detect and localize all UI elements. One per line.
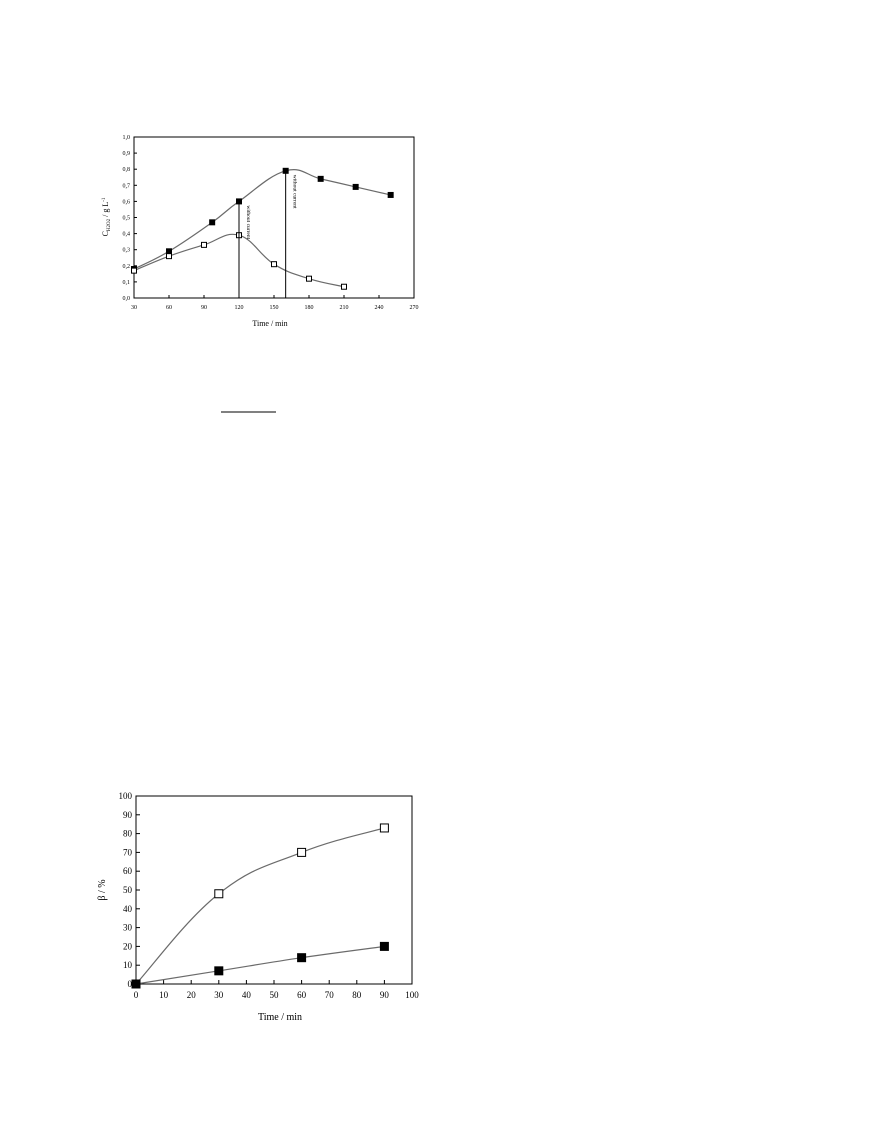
data-point-open-square	[166, 253, 172, 260]
x-tick-label: 30	[131, 305, 137, 311]
chart-concentration: 0,0 0,1 0,2 0,3 0,4 0,5 0,6 0,7 0,8 0,9 1,0 30 60 90…	[101, 135, 419, 328]
chart1-y-axis: 0,0 0,1 0,2 0,3 0,4 0,5 0,6 0,7 0,8 0,9 1,0	[123, 135, 137, 302]
y-tick-label: 0,6	[123, 199, 131, 205]
x-tick-label: 50	[270, 990, 280, 1000]
y-tick-label: 80	[123, 829, 133, 839]
x-tick-label: 210	[340, 305, 349, 311]
x-tick-label: 120	[235, 305, 244, 311]
data-point-open-square	[214, 889, 224, 899]
series-line-open-square	[135, 827, 385, 985]
y-tick-label: 20	[123, 941, 133, 951]
y-tick-label: 0,5	[123, 216, 131, 222]
data-point-open-square	[131, 267, 137, 274]
data-point-open-square	[341, 283, 347, 290]
y-tick-label: 0,2	[123, 264, 131, 270]
x-tick-label: 90	[201, 305, 207, 311]
y-tick-label: 0,8	[123, 167, 131, 173]
data-point-open-square	[271, 261, 277, 268]
chart2-x-axis-label: Time / min	[258, 1012, 302, 1023]
y-tick-label: 70	[123, 847, 133, 857]
data-point-filled-square	[317, 175, 324, 182]
series-line-filled-square	[133, 169, 391, 270]
x-tick-label: 40	[242, 990, 252, 1000]
x-tick-label: 30	[214, 990, 224, 1000]
chart2-x-axis: 0 10 20 30 40 50 60 70 80 90 100	[134, 980, 419, 1000]
y-tick-label: 1,0	[123, 135, 131, 141]
x-tick-label: 150	[270, 305, 279, 311]
y-tick-label: 0,4	[123, 232, 131, 238]
x-tick-label: 60	[297, 990, 307, 1000]
x-tick-label: 20	[187, 990, 197, 1000]
x-tick-label: 10	[159, 990, 169, 1000]
x-tick-label: 180	[305, 305, 314, 311]
data-point-filled-square	[214, 966, 224, 976]
chart2-y-axis: 0 10 20 30 40 50 60 70 80 90 100	[119, 791, 140, 989]
y-tick-label: 30	[123, 923, 133, 933]
data-point-filled-square	[352, 183, 359, 190]
x-tick-label: 100	[405, 990, 419, 1000]
y-tick-label: 0,3	[123, 248, 131, 254]
chart1-annotations: without current without current	[238, 170, 298, 298]
y-tick-label: 0,1	[123, 280, 131, 286]
annotation-label: without current	[292, 175, 298, 209]
data-point-filled-square	[131, 979, 141, 989]
chart2-plot-frame	[135, 795, 413, 985]
y-tick-label: 0,7	[123, 183, 131, 189]
chart1-plot-frame	[133, 136, 415, 299]
data-point-open-square	[201, 241, 207, 248]
x-tick-label: 90	[380, 990, 390, 1000]
y-tick-label: 10	[123, 960, 133, 970]
chart1-y-axis-label: CH2O2 / g L-1	[101, 197, 112, 236]
data-point-filled-square	[379, 941, 389, 951]
chart1-x-axis-label: Time / min	[252, 319, 287, 328]
chart1-x-axis: 30 60 90 120 150 180 210 240 270	[131, 295, 419, 311]
y-tick-label: 90	[123, 810, 133, 820]
data-point-filled-square	[166, 248, 172, 255]
chart1-series-group	[131, 167, 394, 290]
y-tick-label: 40	[123, 904, 133, 914]
y-tick-label: 0,0	[123, 296, 131, 302]
data-point-filled-square	[387, 191, 394, 198]
x-tick-label: 60	[166, 305, 172, 311]
y-tick-label: 60	[123, 866, 133, 876]
chart-beta: 0 10 20 30 40 50 60 70 80 90 100 0 10 20 30 40 50 60 70 80…	[97, 791, 419, 1023]
y-tick-label: 0,9	[123, 151, 131, 157]
x-tick-label: 0	[134, 990, 139, 1000]
annotation-label: without current	[245, 205, 251, 239]
data-point-open-square	[297, 847, 307, 857]
data-point-filled-square	[209, 219, 216, 226]
chart2-series-group	[131, 823, 389, 989]
y-tick-label: 100	[119, 791, 133, 801]
x-tick-label: 80	[352, 990, 362, 1000]
x-tick-label: 70	[325, 990, 335, 1000]
y-tick-label: 50	[123, 885, 133, 895]
data-point-open-square	[379, 823, 389, 833]
x-tick-label: 270	[410, 305, 419, 311]
data-point-filled-square	[297, 953, 307, 963]
x-tick-label: 240	[375, 305, 384, 311]
chart2-y-axis-label: β / %	[97, 879, 108, 900]
series-line-filled-square	[135, 945, 385, 985]
y-tick-label: 0	[128, 979, 133, 989]
data-point-open-square	[306, 275, 312, 282]
